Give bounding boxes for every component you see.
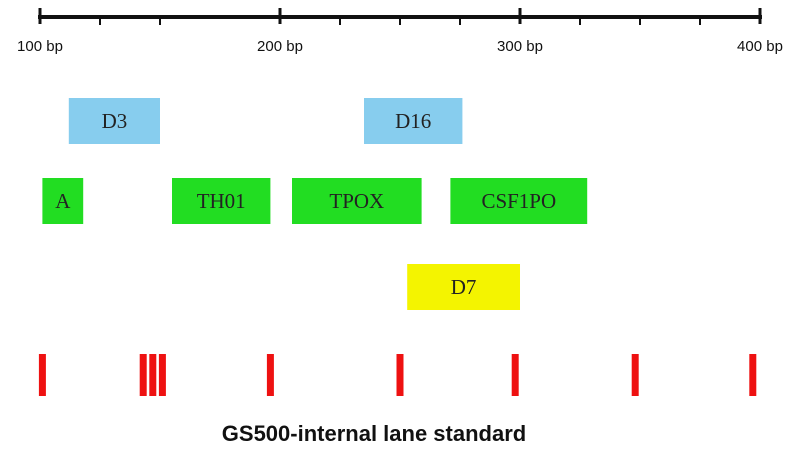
standard-band	[631, 354, 639, 396]
loci-layer: D3 D16 A TH01 TPOX CSF1PO D7	[42, 98, 588, 310]
standard-band	[158, 354, 166, 396]
locus-label-th01: TH01	[197, 189, 246, 213]
locus-label-d16: D16	[395, 109, 431, 133]
locus-d3: D3	[68, 98, 160, 144]
standard-band	[139, 354, 147, 396]
standard-band	[266, 354, 274, 396]
standard-band	[38, 354, 46, 396]
locus-label-a: A	[55, 189, 71, 213]
locus-box-csf1po	[450, 178, 588, 224]
tick-label: 300 bp	[497, 38, 543, 55]
locus-label-d7: D7	[451, 275, 477, 299]
locus-box-tpox	[292, 178, 422, 224]
locus-csf1po: CSF1PO	[450, 178, 588, 224]
standard-band	[396, 354, 404, 396]
locus-box-d7	[407, 264, 520, 310]
standard-band	[149, 354, 157, 396]
locus-box-d16	[364, 98, 463, 144]
locus-box-d3	[68, 98, 160, 144]
tick-label: 400 bp	[737, 38, 783, 55]
bp-scale-axis: 100 bp 200 bp 300 bp 400 bp	[17, 8, 783, 55]
locus-label-d3: D3	[102, 109, 128, 133]
locus-box-a	[42, 178, 84, 224]
tick-label: 200 bp	[257, 38, 303, 55]
locus-box-th01	[172, 178, 271, 224]
standard-band	[749, 354, 757, 396]
locus-label-csf1po: CSF1PO	[481, 189, 556, 213]
lane-standard-caption: GS500-internal lane standard	[222, 421, 526, 446]
locus-a: A	[42, 178, 84, 224]
locus-d7: D7	[407, 264, 520, 310]
standard-bands-layer	[38, 354, 757, 396]
tick-label: 100 bp	[17, 38, 63, 55]
locus-th01: TH01	[172, 178, 271, 224]
standard-band	[511, 354, 519, 396]
locus-label-tpox: TPOX	[329, 189, 384, 213]
locus-d16: D16	[364, 98, 463, 144]
locus-tpox: TPOX	[292, 178, 422, 224]
